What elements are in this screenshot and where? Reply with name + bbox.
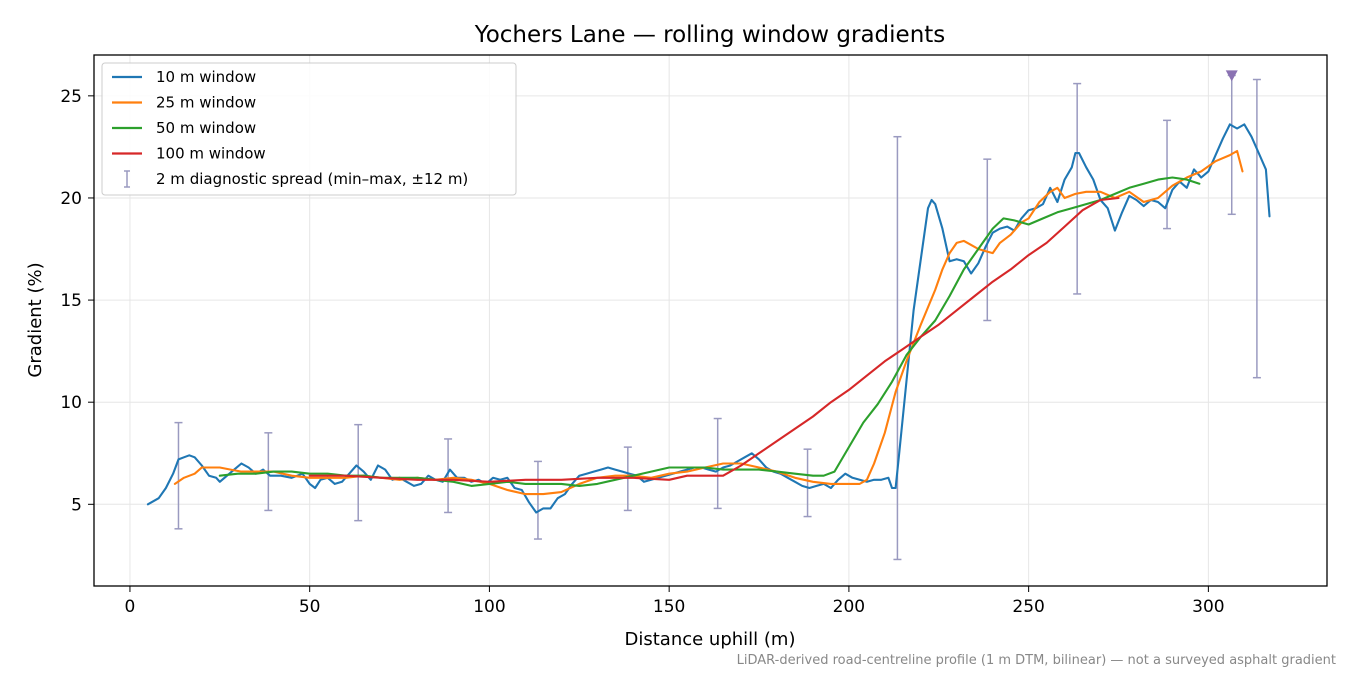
legend-label: 50 m window — [156, 119, 256, 137]
x-axis-label: Distance uphill (m) — [625, 629, 796, 650]
x-tick-label: 150 — [653, 597, 685, 617]
series-line-10-m-window — [146, 123, 1271, 514]
series-lines — [146, 123, 1271, 514]
x-tick-label: 0 — [125, 597, 136, 617]
legend-label: 10 m window — [156, 68, 256, 86]
x-tick-label: 250 — [1012, 597, 1044, 617]
legend-label: 25 m window — [156, 94, 256, 112]
legend: 10 m window 25 m window 50 m window 100 m w… — [101, 62, 517, 196]
legend-label: 100 m window — [156, 145, 266, 163]
plot-frame — [93, 54, 1328, 587]
x-tick-label: 200 — [833, 597, 865, 617]
x-tick-label: 100 — [473, 597, 505, 617]
series-line-50-m-window — [218, 176, 1201, 487]
y-tick-label: 5 — [71, 495, 82, 515]
y-tick-label: 25 — [60, 87, 82, 107]
max-marker-triangle — [1225, 70, 1238, 82]
x-axis-ticks: 0 50 100 150 200 250 300 — [125, 586, 1225, 617]
legend-box — [101, 62, 517, 196]
legend-label: 2 m diagnostic spread (min–max, ±12 m) — [156, 170, 468, 188]
x-tick-label: 50 — [299, 597, 321, 617]
series-line-100-m-window — [308, 196, 1120, 483]
y-tick-label: 15 — [60, 291, 82, 311]
footnote: LiDAR-derived road-centreline profile (1… — [737, 653, 1336, 668]
y-tick-label: 20 — [60, 189, 82, 209]
y-axis-ticks: 5 10 15 20 25 — [60, 87, 94, 515]
y-axis-label: Gradient (%) — [25, 262, 46, 377]
diagnostic-spread-bars — [174, 74, 1261, 561]
series-line-25-m-window — [173, 149, 1244, 496]
max-marker — [1225, 70, 1238, 82]
chart-title: Yochers Lane — rolling window gradients — [474, 22, 946, 48]
x-tick-label: 300 — [1192, 597, 1224, 617]
y-tick-label: 10 — [60, 393, 82, 413]
